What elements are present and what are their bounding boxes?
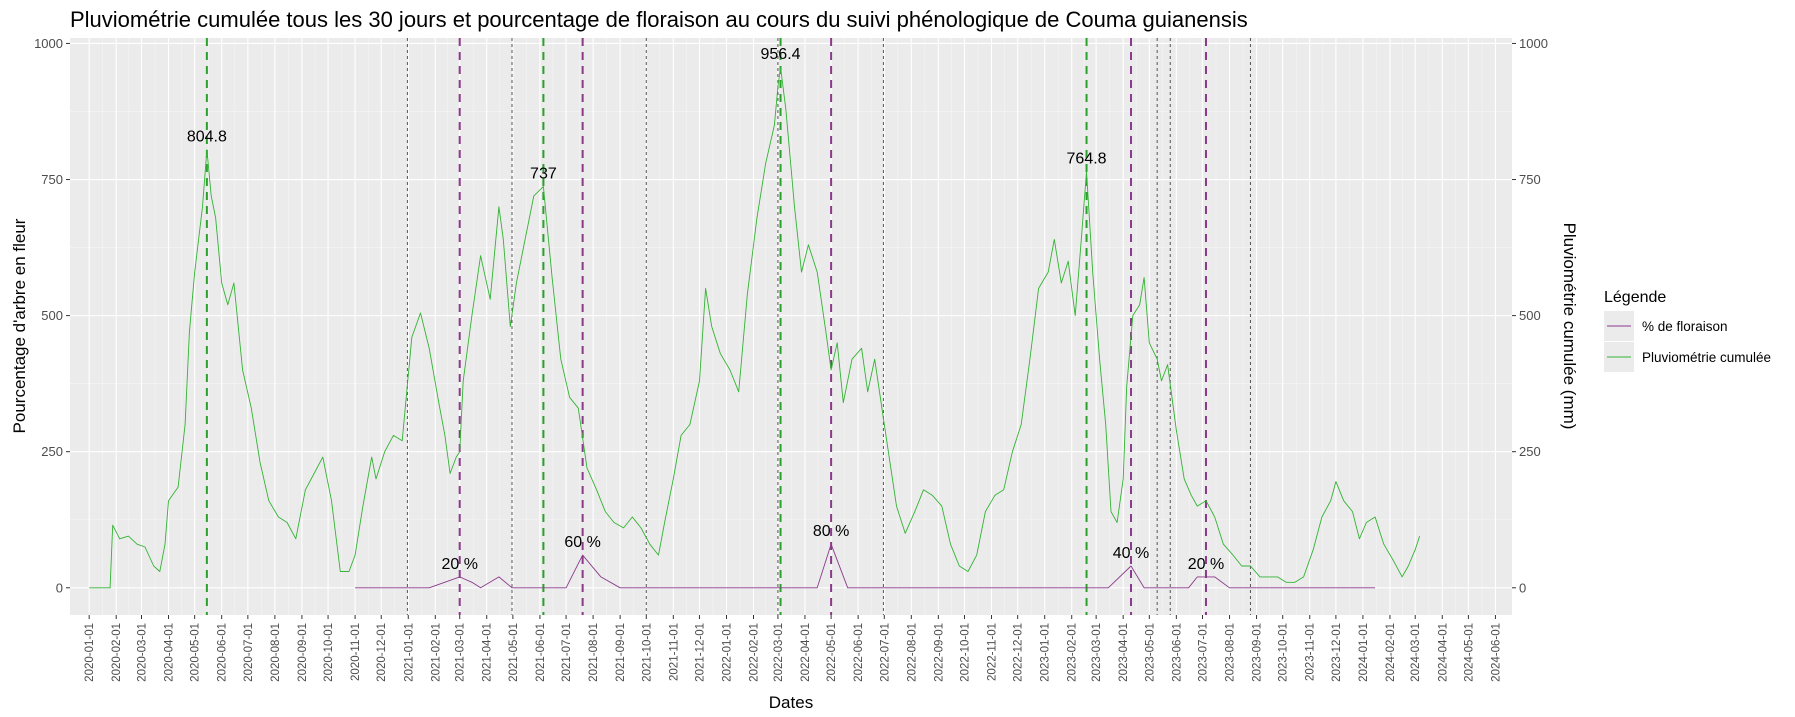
x-tick-label: 2020-11-01 [350, 623, 362, 681]
legend-label-pluviometrie: Pluviométrie cumulée [1642, 350, 1771, 365]
x-tick-label: 2024-02-01 [1385, 623, 1397, 682]
x-tick-label: 2024-05-01 [1463, 623, 1475, 682]
x-tick-label: 2022-04-01 [800, 623, 812, 682]
x-tick-label: 2023-08-01 [1225, 623, 1237, 682]
series-floraison [355, 543, 1376, 589]
x-tick-label: 2022-02-01 [749, 623, 761, 682]
x-tick-label: 2023-01-01 [1040, 623, 1052, 682]
x-tick-label: 2022-07-01 [879, 623, 891, 682]
x-tick-label: 2020-12-01 [376, 623, 388, 682]
annotation-label: 956.4 [761, 46, 801, 63]
x-tick-label: 2021-07-01 [561, 623, 573, 682]
x-tick-label: 2021-10-01 [641, 623, 653, 682]
x-tick-label: 2022-08-01 [906, 623, 918, 682]
x-tick-label: 2022-10-01 [960, 623, 972, 682]
x-tick-label: 2022-06-01 [853, 623, 865, 682]
y-right-tick-label: 250 [1519, 444, 1541, 459]
legend-label-floraison: % de floraison [1642, 319, 1728, 334]
annotation-label: 60 % [564, 534, 600, 551]
x-tick-label: 2022-09-01 [933, 623, 945, 682]
y-axis-right-label: Pluviométrie cumulée (mm) [1560, 223, 1579, 430]
x-tick-label: 2020-08-01 [270, 623, 282, 682]
x-tick-label: 2020-04-01 [164, 623, 176, 682]
x-tick-label: 2021-02-01 [430, 623, 442, 682]
x-axis: 2020-01-01 2020-02-01 2020-03-01 2020-04-01… [84, 615, 1502, 682]
x-tick-label: 2021-01-01 [403, 623, 415, 682]
x-tick-label: 2023-03-01 [1091, 623, 1103, 682]
x-tick-label: 2020-10-01 [323, 623, 335, 682]
x-tick-label: 2020-05-01 [190, 623, 202, 682]
x-tick-label: 2023-12-01 [1331, 623, 1343, 682]
x-tick-label: 2024-04-01 [1437, 623, 1449, 682]
annotation-label: 20 % [1188, 556, 1224, 573]
x-tick-label: 2021-12-01 [695, 623, 707, 682]
legend: Légende % de floraison Pluviométrie cumu… [1604, 289, 1771, 372]
reference-lines [205, 38, 1251, 615]
x-tick-label: 2021-11-01 [668, 623, 680, 681]
plot-panel [70, 38, 1512, 615]
annotation-label: 40 % [1113, 545, 1149, 562]
annotations: 804.8 737 956.4 764.8 20 % 60 % 80 % 40 % 20 % [187, 46, 1224, 573]
y-tick-label: 500 [41, 308, 63, 323]
y-tick-label: 750 [41, 172, 63, 187]
x-tick-label: 2020-09-01 [297, 623, 309, 682]
annotation-label: 804.8 [187, 129, 227, 146]
y-right-tick-label: 750 [1519, 172, 1541, 187]
left-axis: 0 250 500 750 1000 [34, 36, 70, 595]
x-tick-label: 2022-01-01 [722, 623, 734, 682]
x-tick-label: 2023-11-01 [1305, 623, 1317, 681]
y-tick-label: 0 [56, 580, 63, 595]
y-tick-label: 250 [41, 444, 63, 459]
series-pluviometrie [89, 66, 1421, 589]
x-tick-label: 2021-04-01 [482, 623, 494, 682]
x-tick-label: 2020-06-01 [217, 623, 229, 682]
x-tick-label: 2023-10-01 [1278, 623, 1290, 682]
annotation-label: 20 % [441, 556, 477, 573]
x-tick-label: 2024-03-01 [1410, 623, 1422, 682]
x-tick-label: 2023-05-01 [1144, 623, 1156, 682]
y-axis-left-label: Pourcentage d'arbre en fleur [10, 218, 29, 433]
x-axis-label: Dates [769, 693, 813, 712]
x-tick-label: 2020-07-01 [243, 623, 255, 682]
x-tick-label: 2024-01-01 [1358, 623, 1370, 682]
x-tick-label: 2023-04-01 [1118, 623, 1130, 682]
x-tick-label: 2020-01-01 [84, 623, 96, 682]
annotation-label: 764.8 [1067, 150, 1107, 167]
legend-title: Légende [1604, 289, 1666, 306]
annotation-label: 737 [530, 166, 557, 183]
right-axis: 0 250 500 750 1000 [1512, 36, 1548, 595]
x-tick-label: 2021-09-01 [615, 623, 627, 682]
x-tick-label: 2023-02-01 [1067, 623, 1079, 682]
x-tick-label: 2020-03-01 [137, 623, 149, 682]
annotation-label: 80 % [813, 523, 849, 540]
x-tick-label: 2022-03-01 [773, 623, 785, 682]
x-tick-label: 2021-06-01 [535, 623, 547, 682]
x-tick-label: 2022-11-01 [987, 623, 999, 681]
x-tick-label: 2021-05-01 [508, 623, 520, 682]
x-tick-label: 2023-06-01 [1171, 623, 1183, 682]
x-tick-label: 2022-12-01 [1013, 623, 1025, 682]
y-right-tick-label: 500 [1519, 308, 1541, 323]
x-tick-label: 2023-07-01 [1198, 623, 1210, 682]
x-tick-label: 2022-05-01 [826, 623, 838, 682]
x-tick-label: 2021-08-01 [588, 623, 600, 682]
x-tick-label: 2023-09-01 [1252, 623, 1264, 682]
y-tick-label: 1000 [34, 36, 63, 51]
y-right-tick-label: 1000 [1519, 36, 1548, 51]
series-lines [89, 66, 1421, 589]
x-tick-label: 2021-03-01 [455, 623, 467, 682]
y-right-tick-label: 0 [1519, 580, 1526, 595]
x-tick-label: 2024-06-01 [1490, 623, 1502, 682]
x-tick-label: 2020-02-01 [111, 623, 123, 682]
chart-title: Pluviométrie cumulée tous les 30 jours e… [70, 7, 1248, 32]
